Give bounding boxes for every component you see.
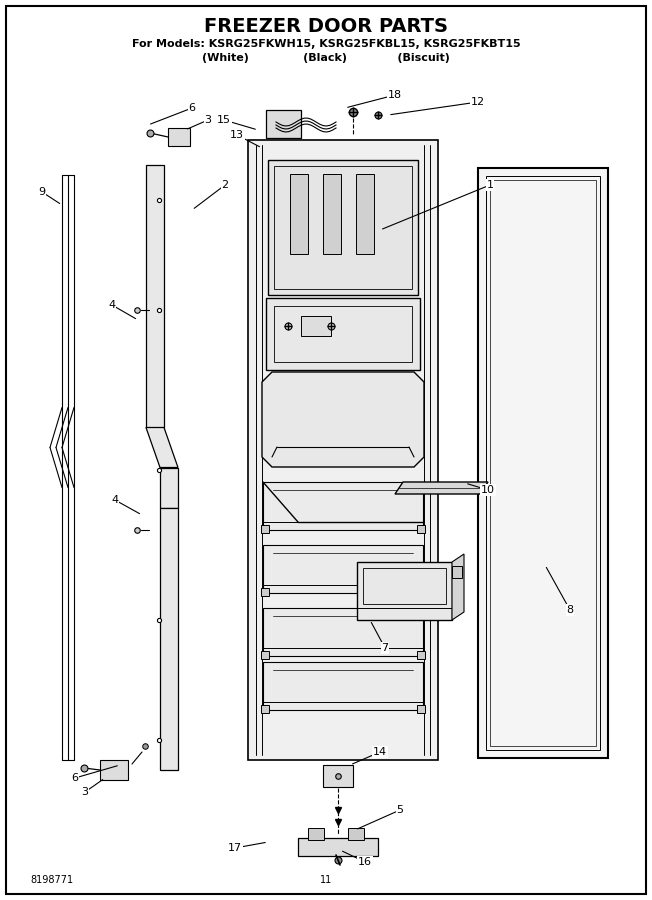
Polygon shape xyxy=(263,608,423,656)
Text: 6: 6 xyxy=(72,773,78,783)
Polygon shape xyxy=(452,554,464,620)
Bar xyxy=(298,838,378,856)
Polygon shape xyxy=(395,482,488,494)
Text: 5: 5 xyxy=(396,805,404,815)
Bar xyxy=(274,166,412,289)
Text: 9: 9 xyxy=(38,187,46,197)
Text: 15: 15 xyxy=(217,115,231,125)
Text: 16: 16 xyxy=(358,857,372,867)
Bar xyxy=(274,306,412,362)
Text: 3: 3 xyxy=(82,787,89,797)
Bar xyxy=(348,828,364,840)
Text: 17: 17 xyxy=(228,843,242,853)
Bar xyxy=(308,828,324,840)
Bar xyxy=(363,568,446,604)
Bar xyxy=(417,588,425,596)
Text: 1: 1 xyxy=(486,180,494,190)
Text: 8: 8 xyxy=(567,605,574,615)
Bar xyxy=(356,174,374,254)
Polygon shape xyxy=(160,508,178,770)
Text: 2: 2 xyxy=(222,180,229,190)
Bar xyxy=(266,298,420,370)
Bar xyxy=(323,765,353,787)
Text: 4: 4 xyxy=(108,300,115,310)
Polygon shape xyxy=(160,467,178,508)
Polygon shape xyxy=(146,165,164,428)
Text: 6: 6 xyxy=(188,103,196,113)
Bar xyxy=(261,651,269,659)
Text: 13: 13 xyxy=(230,130,244,140)
Text: 18: 18 xyxy=(388,90,402,100)
Polygon shape xyxy=(263,545,423,593)
Polygon shape xyxy=(357,562,452,620)
Text: (White)              (Black)             (Biscuit): (White) (Black) (Biscuit) xyxy=(202,53,450,63)
Bar xyxy=(100,760,128,780)
Bar xyxy=(417,525,425,533)
Bar xyxy=(323,174,341,254)
Bar xyxy=(268,160,418,295)
Bar xyxy=(266,110,301,138)
Text: FREEZER DOOR PARTS: FREEZER DOOR PARTS xyxy=(204,16,448,35)
Text: 12: 12 xyxy=(471,97,485,107)
Text: 14: 14 xyxy=(373,747,387,757)
Polygon shape xyxy=(262,372,424,467)
Bar xyxy=(261,588,269,596)
Polygon shape xyxy=(263,662,423,710)
Polygon shape xyxy=(263,482,423,530)
Bar xyxy=(490,180,596,746)
Text: 7: 7 xyxy=(381,643,389,653)
Text: 4: 4 xyxy=(111,495,119,505)
Bar xyxy=(417,705,425,713)
Bar xyxy=(261,525,269,533)
Bar xyxy=(478,168,608,758)
Text: 11: 11 xyxy=(320,875,332,885)
Bar xyxy=(301,316,331,336)
Text: 3: 3 xyxy=(205,115,211,125)
Polygon shape xyxy=(248,140,438,760)
Text: For Models: KSRG25FKWH15, KSRG25FKBL15, KSRG25FKBT15: For Models: KSRG25FKWH15, KSRG25FKBL15, … xyxy=(132,39,520,49)
Bar xyxy=(261,705,269,713)
Bar xyxy=(290,174,308,254)
Bar xyxy=(417,651,425,659)
Bar xyxy=(168,128,190,146)
Text: 8198771: 8198771 xyxy=(30,875,73,885)
Bar xyxy=(452,566,462,578)
Text: 10: 10 xyxy=(481,485,495,495)
Bar xyxy=(486,176,600,750)
Polygon shape xyxy=(146,428,178,467)
